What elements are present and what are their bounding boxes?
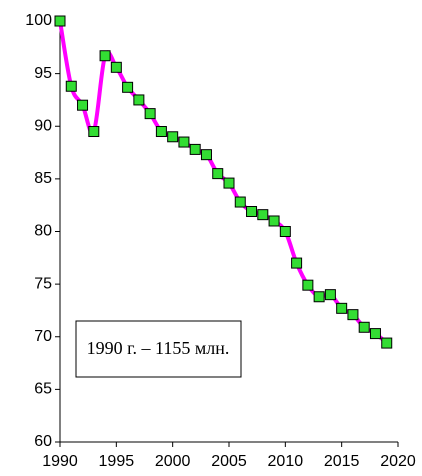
marker	[54, 15, 66, 27]
marker	[381, 337, 393, 349]
marker	[234, 196, 246, 208]
marker	[358, 321, 370, 333]
marker	[347, 309, 359, 321]
y-tick-label: 70	[34, 328, 52, 345]
marker	[99, 50, 111, 62]
marker	[65, 80, 77, 92]
marker	[122, 81, 134, 93]
x-tick-label: 2020	[380, 453, 416, 470]
y-tick-label: 65	[34, 381, 52, 398]
marker	[324, 289, 336, 301]
y-tick-label: 80	[34, 223, 52, 240]
marker	[200, 149, 212, 161]
marker	[167, 131, 179, 143]
marker	[313, 291, 325, 303]
marker	[77, 99, 89, 111]
annotation-box	[75, 320, 242, 378]
marker	[178, 136, 190, 148]
marker	[155, 126, 167, 138]
marker	[302, 279, 314, 291]
marker	[223, 177, 235, 189]
marker	[88, 126, 100, 138]
x-tick-label: 2015	[324, 453, 360, 470]
marker	[144, 108, 156, 120]
marker	[268, 215, 280, 227]
marker	[279, 226, 291, 237]
y-tick-label: 60	[34, 433, 52, 450]
marker	[369, 328, 381, 340]
annotation: 1990 г. – 1155 млн.	[87, 338, 230, 358]
x-tick-label: 2010	[268, 453, 304, 470]
y-tick-label: 100	[25, 12, 52, 29]
y-tick-label: 75	[34, 275, 52, 292]
x-tick-label: 2005	[211, 453, 247, 470]
x-tick-label: 1995	[99, 453, 135, 470]
marker	[336, 302, 348, 314]
y-tick-label: 95	[34, 65, 52, 82]
marker	[189, 143, 201, 155]
y-tick-label: 90	[34, 117, 52, 134]
x-tick-label: 2000	[155, 453, 191, 470]
marker	[246, 206, 258, 218]
series-line	[58, 20, 389, 345]
marker	[110, 61, 122, 73]
marker	[291, 257, 303, 269]
x-tick-label: 1990	[42, 453, 78, 470]
marker	[133, 94, 145, 106]
y-tick-label: 85	[34, 170, 52, 187]
marker	[257, 209, 269, 221]
marker	[212, 168, 224, 180]
